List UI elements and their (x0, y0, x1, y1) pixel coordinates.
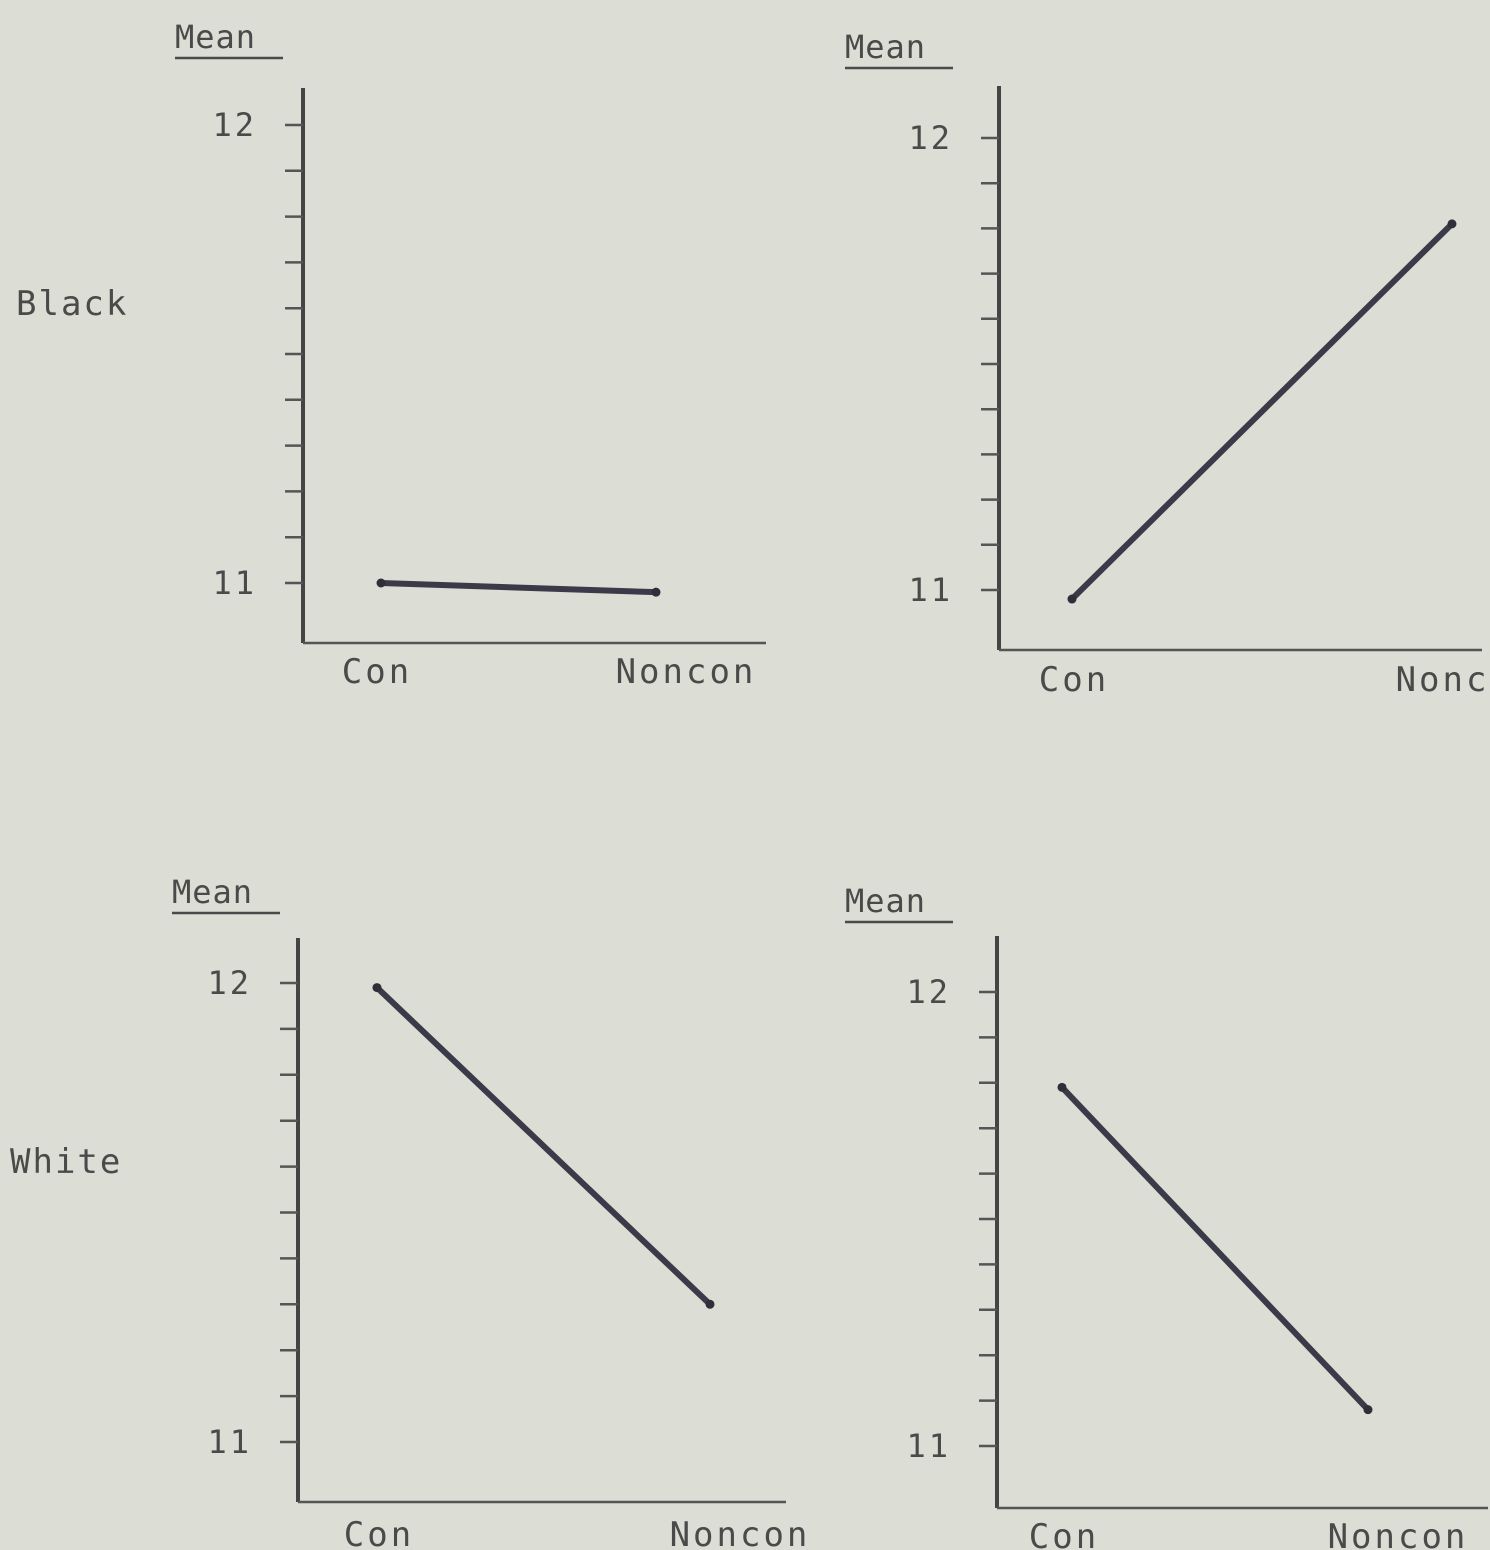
data-point-noncon (1363, 1405, 1373, 1415)
data-point-con (372, 983, 382, 993)
x-category-label-con: Con (342, 652, 412, 692)
x-category-label-con: Con (1039, 660, 1109, 700)
y-tick-label-12: 12 (207, 964, 252, 1002)
data-point-noncon (705, 1299, 715, 1309)
chart-panel-1: Mean 12 11 Con Noncon (845, 28, 1490, 700)
y-tick-label-11: 11 (212, 564, 257, 602)
y-axis-title: Mean (845, 882, 926, 920)
y-axis-title: Mean (175, 18, 256, 56)
row-label-black: Black (16, 284, 129, 324)
series-line (1059, 1084, 1371, 1413)
x-category-label-noncon: Noncon (670, 1515, 811, 1550)
y-tick-label-12: 12 (212, 106, 257, 144)
y-tick-label-12: 12 (906, 973, 951, 1011)
x-category-label-noncon: Noncon (1328, 1517, 1469, 1550)
data-point-con (1067, 594, 1077, 604)
series-line (378, 580, 659, 596)
x-category-label-con: Con (344, 1515, 414, 1550)
y-tick-label-11: 11 (207, 1423, 252, 1461)
y-tick-label-11: 11 (908, 571, 953, 609)
x-category-label-noncon: Noncon (616, 652, 757, 692)
chart-panel-3: Mean 12 11 Con Noncon (845, 882, 1488, 1550)
chart-panel-2: Mean 12 11 Con Noncon (172, 873, 811, 1550)
x-category-label-noncon: Noncon (1396, 660, 1490, 700)
data-point-con (376, 578, 386, 588)
y-axis-title: Mean (172, 873, 253, 911)
y-tick-label-11: 11 (906, 1427, 951, 1465)
y-axis-title: Mean (845, 28, 926, 66)
chart-panel-0: Mean 12 11 Con Noncon (175, 18, 766, 692)
row-label-white: White (10, 1142, 123, 1182)
data-point-noncon (651, 587, 661, 597)
series-line (374, 984, 713, 1308)
data-point-con (1057, 1082, 1067, 1092)
series-line (1069, 220, 1455, 603)
y-tick-label-12: 12 (908, 119, 953, 157)
x-category-label-con: Con (1029, 1517, 1099, 1550)
data-point-noncon (1447, 219, 1457, 229)
